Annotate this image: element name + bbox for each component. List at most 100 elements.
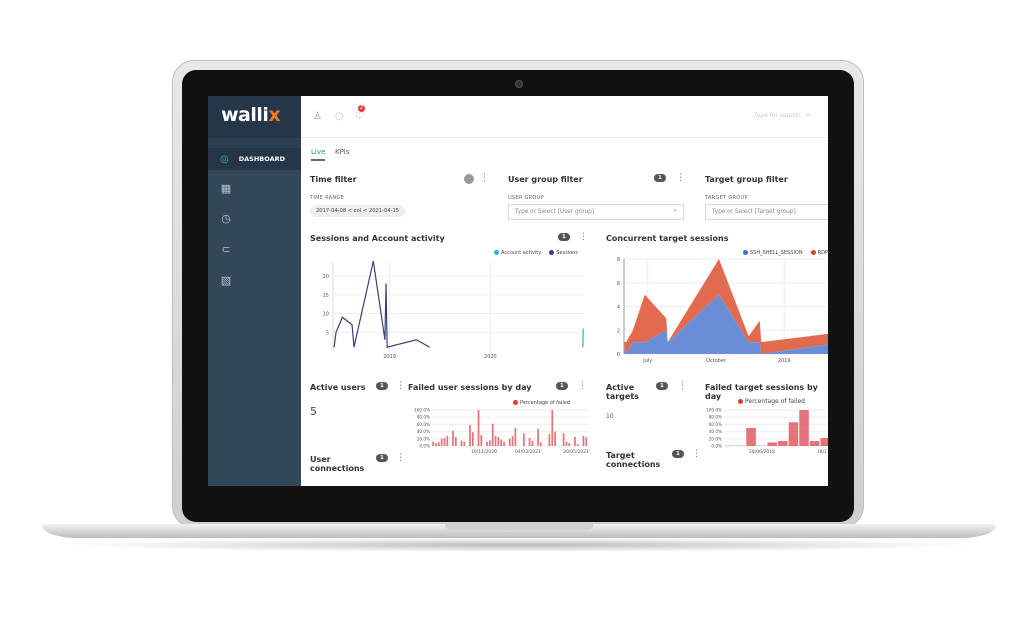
target-group-select[interactable]: Type or Select [Target group] xyxy=(705,204,828,220)
bar xyxy=(454,437,457,446)
y-tick-label: 10 xyxy=(323,312,329,318)
bar xyxy=(799,410,809,446)
user-group-select[interactable]: Type or Select [User group] xyxy=(508,204,684,220)
bar xyxy=(443,438,446,446)
rss-icon[interactable]: ▧ xyxy=(220,274,232,287)
filter-badge[interactable]: 1 xyxy=(558,233,570,241)
laptop-shadow xyxy=(60,538,980,552)
y-tick-label: 60.0% xyxy=(709,422,722,427)
active-targets-value: 10 xyxy=(606,413,614,420)
failed-target-chart: 0.0% 20.0% 40.0% 60.0% 80.0% 100.0% 28/06/2018… xyxy=(706,408,828,455)
app-screen: wallix ◎ DASHBOARD ▦ ◷ ⊂ ▧ ♙ ◌ ♡ 2 Type … xyxy=(208,96,828,486)
bar xyxy=(554,431,556,446)
more-menu-icon[interactable]: ⋮ xyxy=(480,173,489,183)
series-line-sessions xyxy=(333,260,430,349)
user-group-filter-title: User group filter xyxy=(508,175,583,184)
target-group-filter-title: Target group filter xyxy=(705,175,788,184)
link-icon[interactable]: ⊂ xyxy=(221,243,231,256)
bar xyxy=(460,440,463,446)
y-tick-label: 20.0% xyxy=(709,436,722,441)
more-menu-icon[interactable]: ⋮ xyxy=(676,173,685,183)
clock-icon[interactable]: ◷ xyxy=(221,212,231,225)
legend-item[interactable]: Sessions xyxy=(549,250,578,256)
sidebar-item-dashboard[interactable]: ◎ DASHBOARD xyxy=(208,148,301,170)
time-range-chip[interactable]: 2017-04-08 < col < 2021-04-15 xyxy=(310,205,406,217)
filter-badge[interactable]: 1 xyxy=(672,450,684,458)
laptop-notch xyxy=(445,524,593,530)
camera xyxy=(515,80,523,88)
x-tick-label: 28/06/2018 xyxy=(749,449,775,455)
time-filter-title: Time filter xyxy=(310,175,357,184)
x-tick-label: 04/03/2021 xyxy=(515,449,541,455)
sessions-legend: Account activity Sessions xyxy=(494,250,578,256)
legend-item[interactable]: Percentage of failed xyxy=(738,398,805,405)
y-tick-label: 80.0% xyxy=(709,415,722,420)
bar xyxy=(746,428,756,446)
bar xyxy=(477,410,480,446)
chat-icon[interactable]: ◌ xyxy=(335,111,344,122)
y-tick-label: 20.0% xyxy=(417,436,430,441)
active-users-value: 5 xyxy=(310,405,317,418)
bar xyxy=(486,441,488,446)
filter-badge[interactable]: 1 xyxy=(376,454,388,462)
search-input[interactable]: Type for search xyxy=(754,112,800,119)
y-tick-label: 0 xyxy=(617,352,620,358)
filter-badge[interactable]: 1 xyxy=(556,382,568,390)
y-tick-label: 100.0% xyxy=(706,408,722,413)
y-tick-label: 100.0% xyxy=(414,408,430,413)
sidebar-divider xyxy=(208,138,301,148)
legend-item[interactable]: SSH_SHELL_SESSION xyxy=(743,250,803,256)
y-tick-label: 5 xyxy=(326,330,329,336)
bar xyxy=(500,439,503,446)
search-icon[interactable]: ⌕ xyxy=(806,110,812,120)
y-tick-label: 8 xyxy=(617,257,620,263)
sessions-title: Sessions and Account activity xyxy=(310,234,445,243)
more-menu-icon[interactable]: ⋮ xyxy=(678,381,687,391)
bar xyxy=(574,437,576,446)
bar xyxy=(491,423,494,446)
legend-item[interactable]: RDP xyxy=(810,250,828,256)
active-users-title: Active users xyxy=(310,383,366,392)
y-tick-label: 6 xyxy=(617,281,620,287)
user-connections-title: User connections xyxy=(310,455,365,473)
x-tick-label: October xyxy=(706,358,727,364)
tab-kpis[interactable]: KPIs xyxy=(335,148,350,156)
failed-user-title: Failed user sessions by day xyxy=(408,383,532,392)
more-menu-icon[interactable]: ⋮ xyxy=(692,449,701,459)
filter-badge[interactable]: 1 xyxy=(376,382,388,390)
more-menu-icon[interactable]: ⋮ xyxy=(396,381,405,391)
bar xyxy=(497,437,500,446)
active-targets-title: Active targets xyxy=(606,383,639,401)
y-tick-label: 80.0% xyxy=(417,415,430,420)
more-menu-icon[interactable]: ⋮ xyxy=(578,381,587,391)
area-ssh-shell-session xyxy=(624,294,828,354)
bar xyxy=(585,437,588,446)
failed-user-legend: Percentage of failed xyxy=(513,400,570,406)
logo[interactable]: wallix xyxy=(208,96,301,138)
bar xyxy=(809,440,820,446)
bar xyxy=(435,443,437,446)
user-icon[interactable]: ♙ xyxy=(313,111,322,122)
tab-live[interactable]: Live xyxy=(311,148,326,161)
y-tick-label: 20 xyxy=(323,274,329,280)
bar xyxy=(523,433,525,446)
y-tick-label: 2 xyxy=(617,328,620,334)
filter-badge[interactable]: 1 xyxy=(654,174,666,182)
legend-item[interactable]: Account activity xyxy=(494,250,541,256)
more-menu-icon[interactable]: ⋮ xyxy=(396,453,405,463)
target-connections-title: Target connections xyxy=(606,451,661,469)
legend-item[interactable]: Percentage of failed xyxy=(513,400,570,406)
filter-badge[interactable]: 1 xyxy=(656,382,668,390)
bar xyxy=(528,438,531,446)
x-tick-label: 2019 xyxy=(778,358,791,364)
target-group-label: TARGET GROUP xyxy=(705,195,748,201)
bar xyxy=(540,442,542,446)
more-menu-icon[interactable]: ⋮ xyxy=(579,232,588,242)
grid-icon[interactable]: ▦ xyxy=(220,182,232,195)
chevron-down-icon: ▾ xyxy=(674,208,677,214)
filter-icon[interactable] xyxy=(464,174,474,184)
time-range-label: TIME RANGE xyxy=(310,195,345,201)
notification-icon[interactable]: ♡ xyxy=(355,111,364,122)
dashboard-icon: ◎ xyxy=(220,153,229,165)
bar xyxy=(480,435,483,446)
